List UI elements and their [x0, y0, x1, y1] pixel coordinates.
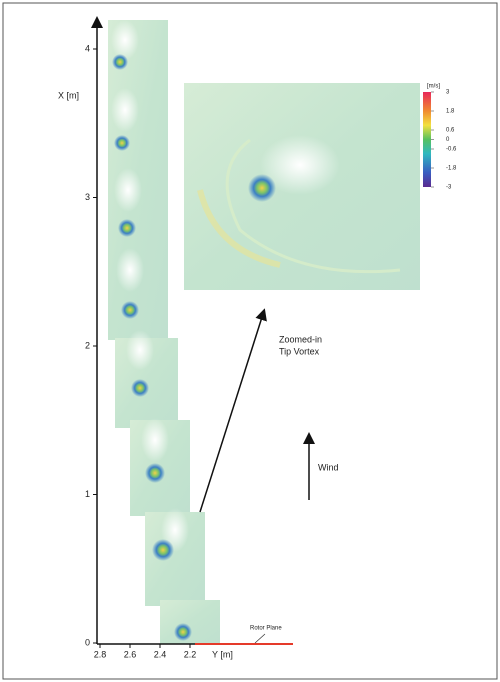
colorbar-tick-label: -0.6: [446, 147, 457, 153]
x-tick-label: 4: [85, 43, 90, 53]
x-tick-label: 1: [85, 489, 90, 499]
wind-label: Wind: [318, 462, 339, 472]
y-tick-label: 2.8: [94, 649, 107, 659]
annotation: Tip Vortex: [279, 346, 320, 356]
x-axis-label: X [m]: [58, 90, 79, 100]
colorbar-tick-label: -1.8: [446, 166, 457, 172]
colorbar: [423, 92, 431, 187]
rotor-label: Rotor Plane: [250, 626, 282, 632]
zoomed-view: [184, 83, 420, 290]
colorbar-tick-label: 0.6: [446, 128, 455, 134]
rotor-pointer: [255, 634, 265, 643]
y-tick-label: 2.6: [124, 649, 137, 659]
y-axis-label: Y [m]: [212, 649, 233, 659]
figure: [m/s] 3 1.8 0.6 0 -0.6 -1.8 -3 X [m] Y [m] 0 1 2…: [0, 0, 500, 682]
x-tick-label: 3: [85, 192, 90, 202]
colorbar-tick-label: 0: [446, 137, 450, 143]
colorbar-tick-label: -3: [446, 185, 452, 191]
colorbar-unit: [m/s]: [427, 84, 440, 90]
annotation: Zoomed-in: [279, 334, 322, 344]
x-tick-label: 2: [85, 340, 90, 350]
colorbar-tick-label: 1.8: [446, 109, 455, 115]
x-tick-label: 0: [85, 637, 90, 647]
y-tick-label: 2.2: [184, 649, 197, 659]
colorbar-tick-label: 3: [446, 90, 450, 96]
y-tick-label: 2.4: [154, 649, 167, 659]
zoom-arrow: [200, 314, 263, 512]
